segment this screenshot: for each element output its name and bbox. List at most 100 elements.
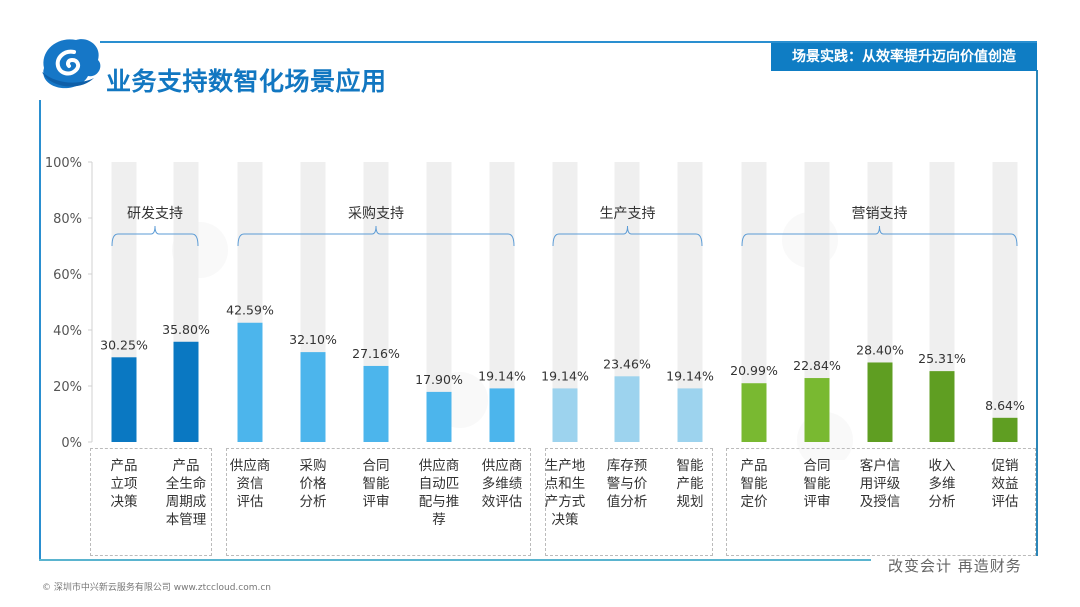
category-label-line: 产品 <box>110 458 138 474</box>
category-box-production <box>545 448 713 556</box>
category-label-line: 荐 <box>432 512 446 528</box>
category-label-line: 本管理 <box>165 512 207 528</box>
category-label-line: 周期成 <box>165 494 207 510</box>
category-label-line: 值分析 <box>606 494 648 510</box>
category-label-line: 及授信 <box>859 494 901 510</box>
category-label-line: 智能 <box>362 476 390 492</box>
category-label-line: 资信 <box>236 476 264 492</box>
category-box-rd <box>90 448 212 556</box>
category-label-line: 生产地 <box>544 458 586 474</box>
bar <box>300 352 326 442</box>
category-label-line: 产能 <box>676 476 704 492</box>
category-label: 产品全生命周期成本管理 <box>155 457 217 529</box>
category-label-line: 供应商 <box>418 458 460 474</box>
category-label-line: 产品 <box>172 458 200 474</box>
category-label: 生产地 点和生 产方式 决策 <box>534 457 596 529</box>
category-label-line: 决策 <box>551 512 579 528</box>
group-brace <box>111 225 199 247</box>
bar <box>363 365 389 442</box>
category-label-line: 评审 <box>362 494 390 510</box>
category-label-line: 客户信 <box>859 458 901 474</box>
bar <box>992 417 1018 442</box>
category-label-line: 自动匹 <box>418 476 460 492</box>
frame-bottom-line <box>39 559 871 561</box>
bar-value-label: 25.31% <box>918 351 966 366</box>
group-brace <box>237 225 515 247</box>
footer-slogan: 改变会计 再造财务 <box>888 557 1022 575</box>
y-tick-label: 0% <box>61 436 82 451</box>
category-label-line: 多维 <box>928 476 956 492</box>
category-label-line: 供应商 <box>229 458 271 474</box>
group-brace <box>741 225 1018 247</box>
category-label-line: 库存预 <box>606 458 648 474</box>
y-tick-label: 20% <box>53 380 82 395</box>
y-tick-label: 60% <box>53 268 82 283</box>
category-label-line: 供应商 <box>481 458 523 474</box>
bar-value-label: 19.14% <box>478 368 526 383</box>
category-label-line: 分析 <box>299 494 327 510</box>
category-label-line: 收入 <box>928 458 956 474</box>
bar-value-label: 20.99% <box>730 363 778 378</box>
category-label-line: 效益 <box>991 476 1019 492</box>
bar <box>552 388 578 442</box>
y-tick-label: 100% <box>45 156 82 171</box>
category-label: 供应商自动匹配与推荐 <box>408 457 470 529</box>
category-label-line: 分析 <box>928 494 956 510</box>
cloud-swirl-logo-icon <box>42 39 101 89</box>
category-label-line: 智能 <box>740 476 768 492</box>
category-label-line: 效评估 <box>481 494 523 510</box>
category-label-line: 配与推 <box>418 494 460 510</box>
category-label: 产品 智能 定价 <box>723 457 785 511</box>
category-label-line: 智能 <box>803 476 831 492</box>
category-label: 采购 价格 分析 <box>282 457 344 511</box>
frame-top-line <box>100 41 1037 43</box>
group-label: 采购支持 <box>348 206 404 222</box>
bar <box>489 388 515 442</box>
bar-value-label: 27.16% <box>352 346 400 361</box>
category-label-line: 全生命 <box>165 476 207 492</box>
frame-right-line <box>1036 70 1038 556</box>
category-label-line: 产方式 <box>544 494 586 510</box>
bar-value-label: 19.14% <box>666 368 714 383</box>
category-label: 收入 多维 分析 <box>911 457 973 511</box>
category-label-line: 评估 <box>991 494 1019 510</box>
category-label-line: 定价 <box>740 494 768 510</box>
bar <box>741 383 767 442</box>
bar <box>173 341 199 442</box>
category-label-line: 智能 <box>676 458 704 474</box>
bar <box>867 362 893 442</box>
bar-value-label: 22.84% <box>793 358 841 373</box>
category-label: 供应商 多维绩 效评估 <box>471 457 533 511</box>
category-label-line: 合同 <box>362 458 390 474</box>
category-label: 合同 智能 评审 <box>345 457 407 511</box>
bar-value-label: 30.25% <box>100 337 148 352</box>
group-label: 生产支持 <box>600 206 656 222</box>
footer-copyright: © 深圳市中兴新云服务有限公司 www.ztccloud.com.cn <box>42 583 272 593</box>
bar-value-label: 17.90% <box>415 372 463 387</box>
category-label: 客户信 用评级 及授信 <box>849 457 911 511</box>
category-label-line: 促销 <box>991 458 1019 474</box>
bar <box>111 357 137 442</box>
category-label-line: 价格 <box>299 476 327 492</box>
bar-value-label: 35.80% <box>162 322 210 337</box>
category-label-line: 决策 <box>110 494 138 510</box>
group-brace <box>552 225 703 247</box>
category-label: 合同 智能 评审 <box>786 457 848 511</box>
bar-value-label: 23.46% <box>603 356 651 371</box>
y-tick-label: 80% <box>53 212 82 227</box>
category-box-procurement <box>226 448 531 556</box>
bar-value-label: 8.64% <box>985 398 1025 413</box>
category-box-marketing <box>726 448 1036 556</box>
bar-track <box>992 162 1018 442</box>
bar <box>426 391 452 442</box>
category-label-line: 产品 <box>740 458 768 474</box>
y-tick-label: 40% <box>53 324 82 339</box>
category-label: 促销 效益 评估 <box>974 457 1036 511</box>
category-label-line: 立项 <box>110 476 138 492</box>
category-label-line: 多维绩 <box>481 476 523 492</box>
category-label-line: 合同 <box>803 458 831 474</box>
category-label: 供应商 资信 评估 <box>219 457 281 511</box>
category-label: 产品 立项 决策 <box>93 457 155 511</box>
bar-value-label: 28.40% <box>856 342 904 357</box>
bar-value-label: 42.59% <box>226 303 274 318</box>
